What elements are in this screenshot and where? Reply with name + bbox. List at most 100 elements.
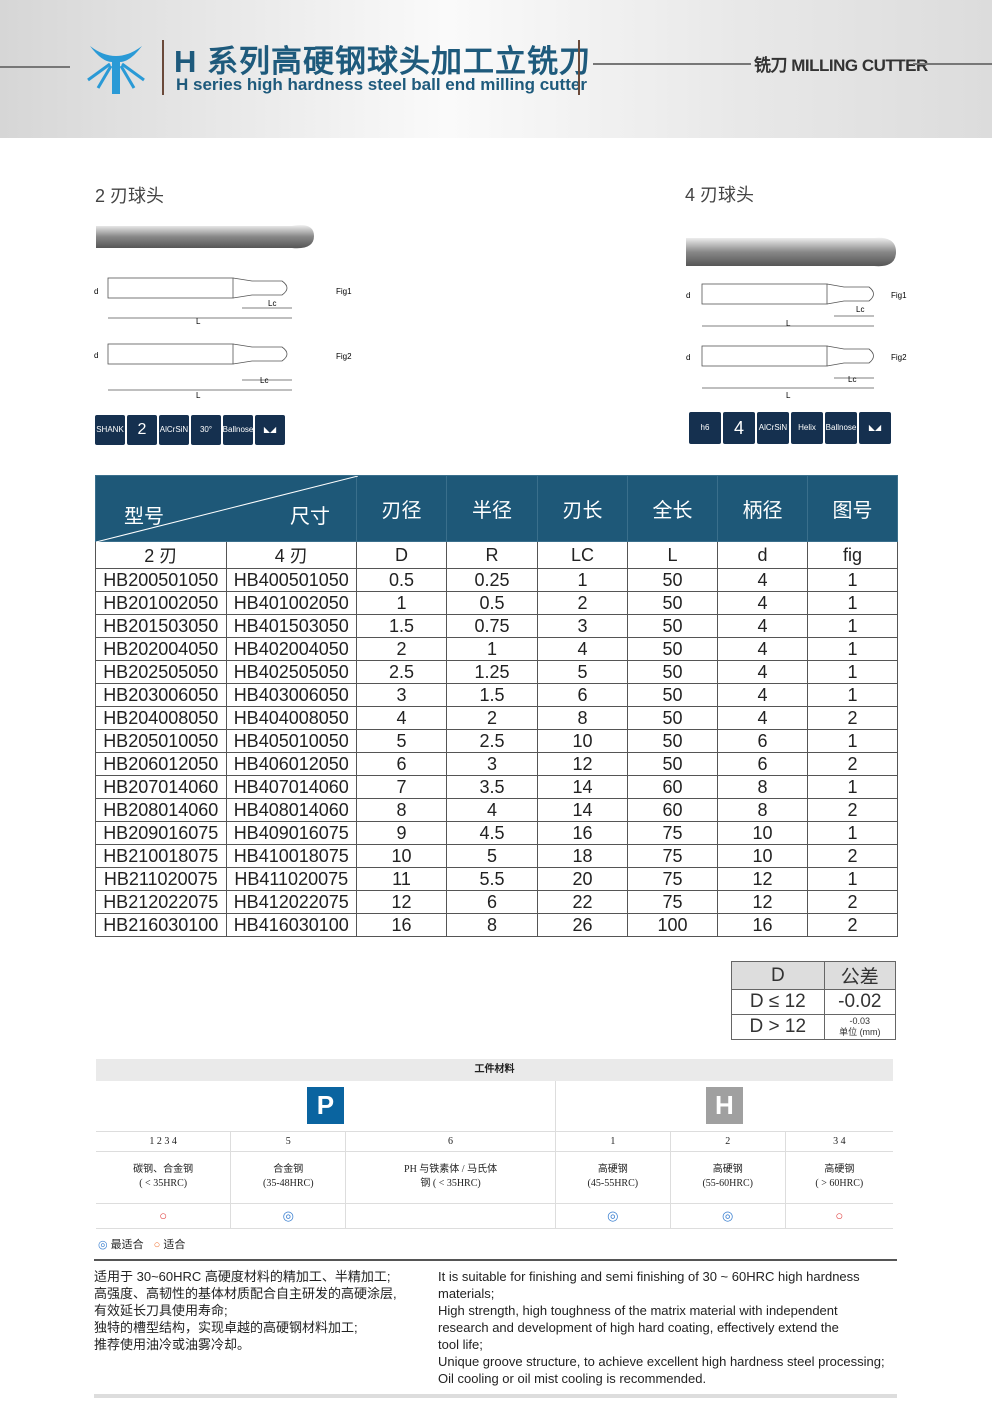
subheader-cell: L <box>627 541 718 569</box>
section-title-4-flute: 4 刃球头 <box>685 185 755 205</box>
subheader-cell: D <box>356 541 447 569</box>
radius-cell: 3.5 <box>446 775 538 799</box>
label-l: L <box>196 391 201 400</box>
header-figure: 图号 <box>807 475 898 542</box>
cutting-length-cell: 14 <box>537 775 628 799</box>
coating-icon: AlCrSiN <box>757 412 789 444</box>
legend: ◎ 最适合 ○ 适合 <box>98 1236 185 1252</box>
description-line: Oil cooling or oil mist cooling is recom… <box>438 1371 707 1386</box>
cutting-length-cell: 22 <box>537 890 628 914</box>
flute-count-icon: 2 <box>127 415 157 445</box>
table-row: HB212022075 HB412022075 12 6 22 75 12 2 <box>95 890 898 914</box>
material-group-p-badge: P <box>306 1087 344 1125</box>
cutting-diameter-cell: 0.5 <box>356 568 447 592</box>
figure-cell: 1 <box>807 637 898 661</box>
description-line: 适用于 30~60HRC 高硬度材料的精加工、半精加工; <box>94 1269 391 1284</box>
header-size: 尺寸 <box>290 506 330 528</box>
shank-diameter-cell: 4 <box>717 683 808 707</box>
divider <box>913 63 992 65</box>
subheader-cell: 4 刃 <box>225 541 357 569</box>
material-name-cell: 合金钢 (35-48HRC) <box>230 1151 347 1204</box>
overall-length-cell: 50 <box>627 752 718 776</box>
description-cn: 适用于 30~60HRC 高硬度材料的精加工、半精加工; 高强度、高韧性的基体材质… <box>94 1268 397 1353</box>
helix-icon: Helix <box>791 412 823 444</box>
figure-cell: 2 <box>807 798 898 822</box>
material-number: 3 4 <box>785 1131 893 1152</box>
header-shank-diameter: 柄径 <box>717 475 808 542</box>
cutting-diameter-cell: 2 <box>356 637 447 661</box>
model-2-flute-cell: HB201002050 <box>95 591 227 615</box>
header-banner: H 系列高硬钢球头加工立铣刀 H series high hardness st… <box>0 0 992 138</box>
label-lc: Lc <box>856 305 864 314</box>
description-line: 推荐使用油冷或油雾冷却。 <box>94 1337 251 1352</box>
table-row: HB210018075 HB410018075 10 5 18 75 10 2 <box>95 844 898 868</box>
material-name: 合金钢 <box>273 1164 304 1175</box>
model-2-flute-cell: HB200501050 <box>95 568 227 592</box>
description-line: 独特的槽型结构，实现卓越的高硬钢材料加工; <box>94 1320 358 1335</box>
overall-length-cell: 100 <box>627 913 718 937</box>
overall-length-cell: 75 <box>627 890 718 914</box>
model-4-flute-cell: HB412022075 <box>225 890 357 914</box>
shank-diameter-cell: 4 <box>717 706 808 730</box>
model-4-flute-cell: HB400501050 <box>225 568 357 592</box>
model-4-flute-cell: HB407014060 <box>225 775 357 799</box>
shank-diameter-cell: 12 <box>717 890 808 914</box>
legend-suitable: ○ 适合 <box>153 1239 186 1251</box>
model-2-flute-cell: HB207014060 <box>95 775 227 799</box>
subheader-cell: d <box>717 541 808 569</box>
model-4-flute-cell: HB406012050 <box>225 752 357 776</box>
radius-cell: 5 <box>446 844 538 868</box>
overall-length-cell: 75 <box>627 844 718 868</box>
divider <box>162 40 164 95</box>
radius-cell: 1.5 <box>446 683 538 707</box>
shank-diameter-cell: 4 <box>717 637 808 661</box>
figure-cell: 1 <box>807 775 898 799</box>
figure-cell: 2 <box>807 706 898 730</box>
material-name: 高硬钢 <box>712 1164 743 1175</box>
table-row: HB202004050 HB402004050 2 1 4 50 4 1 <box>95 637 898 661</box>
suitability-cell: ○ <box>96 1203 232 1229</box>
radius-cell: 8 <box>446 913 538 937</box>
label-d: d <box>94 287 98 296</box>
figure-cell: 1 <box>807 867 898 891</box>
material-name: 碳钢、合金钢 <box>133 1164 194 1175</box>
header-cutting-diameter: 刃径 <box>356 475 447 542</box>
cutting-length-cell: 5 <box>537 660 628 684</box>
material-name-cell: PH 与铁素体 / 马氏体钢 ( < 35HRC) <box>345 1151 556 1204</box>
table-row: HB201002050 HB401002050 1 0.5 2 50 4 1 <box>95 591 898 615</box>
suitability-cell <box>345 1203 556 1229</box>
radius-cell: 0.5 <box>446 591 538 615</box>
double-circle-icon: ◎ <box>98 1239 108 1251</box>
shank-h6-icon: SHANK <box>95 415 125 445</box>
divider <box>593 63 751 65</box>
suitability-cell: ◎ <box>555 1203 671 1229</box>
feature-icons-4-flute: h6 4 AlCrSiN Helix Ballnose ◣◢ <box>689 412 891 444</box>
shank-diameter-cell: 4 <box>717 614 808 638</box>
suitable-icon: ○ <box>159 1207 168 1223</box>
subheader-cell: 2 刃 <box>95 541 227 569</box>
cutting-diameter-cell: 4 <box>356 706 447 730</box>
shank-diameter-cell: 6 <box>717 752 808 776</box>
figure-cell: 1 <box>807 568 898 592</box>
helix-icon: 30° <box>191 415 221 445</box>
cutting-length-cell: 2 <box>537 591 628 615</box>
label-lc: Lc <box>268 299 276 308</box>
material-name: 高硬钢 <box>824 1164 855 1175</box>
radius-cell: 2.5 <box>446 729 538 753</box>
model-4-flute-cell: HB401503050 <box>225 614 357 638</box>
radius-cell: 0.75 <box>446 614 538 638</box>
model-2-flute-cell: HB206012050 <box>95 752 227 776</box>
ball-end-shape-icon: ◣◢ <box>255 415 285 445</box>
model-4-flute-cell: HB411020075 <box>225 867 357 891</box>
shank-diameter-cell: 6 <box>717 729 808 753</box>
shank-diameter-cell: 8 <box>717 798 808 822</box>
model-4-flute-cell: HB410018075 <box>225 844 357 868</box>
figure-cell: 2 <box>807 844 898 868</box>
figure-cell: 1 <box>807 683 898 707</box>
cutting-diameter-cell: 2.5 <box>356 660 447 684</box>
label-l: L <box>196 317 201 326</box>
material-hardness: ( < 35HRC) <box>139 1178 188 1189</box>
figure-cell: 2 <box>807 913 898 937</box>
